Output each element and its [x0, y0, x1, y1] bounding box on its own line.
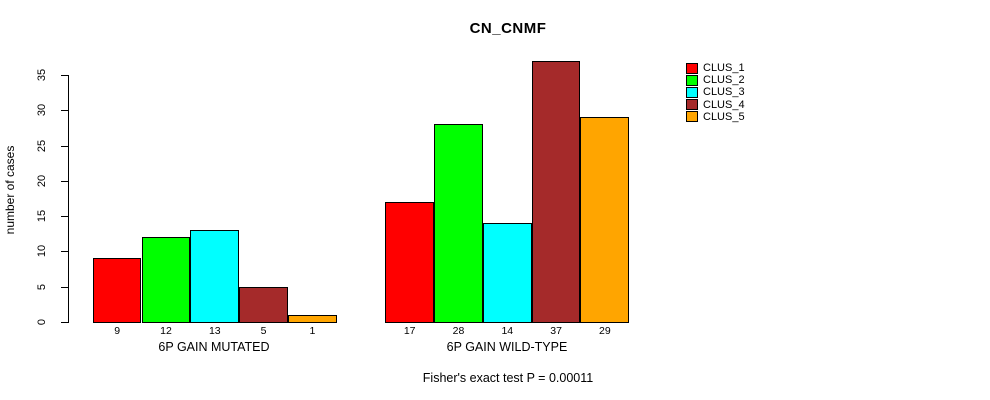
bar-value-label: 17 — [403, 325, 416, 337]
legend-swatch-icon — [686, 62, 698, 74]
legend-swatch-icon — [686, 99, 698, 111]
x-group-label-mutated: 6P GAIN MUTATED — [158, 340, 270, 354]
bar-clus_5 — [580, 117, 630, 323]
y-axis-tick — [61, 75, 68, 76]
y-axis-tick — [61, 322, 68, 323]
y-axis-tick — [61, 251, 68, 253]
legend-label: CLUS_3 — [703, 86, 745, 99]
legend-swatch-icon — [686, 111, 698, 123]
legend-item-clus_4: CLUS_4 — [686, 99, 745, 111]
chart-title: CN_CNMF — [469, 20, 547, 37]
y-axis-tick-label: 20 — [36, 174, 48, 187]
legend-label: CLUS_1 — [703, 62, 745, 75]
bar-value-label: 28 — [452, 325, 465, 337]
bar-clus_3 — [190, 230, 240, 323]
y-axis-tick-label: 10 — [36, 245, 48, 258]
bar-clus_3 — [482, 223, 532, 323]
x-group-label-wild-type: 6P GAIN WILD-TYPE — [446, 340, 568, 354]
legend-item-clus_3: CLUS_3 — [686, 86, 745, 98]
bar-value-label: 1 — [309, 325, 316, 337]
y-axis-line — [68, 75, 69, 323]
stat-test-caption: Fisher's exact test P = 0.00011 — [422, 371, 594, 385]
bar-clus_1 — [92, 258, 142, 323]
y-axis-tick — [61, 110, 68, 112]
y-axis-tick-label: 5 — [36, 283, 48, 290]
y-axis-tick-label: 30 — [36, 104, 48, 117]
y-axis-tick — [61, 216, 68, 218]
legend-label: CLUS_5 — [703, 110, 745, 123]
bar-value-label: 29 — [599, 325, 611, 337]
y-axis-tick — [61, 145, 68, 147]
bar-clus_4 — [239, 286, 288, 323]
legend-item-clus_2: CLUS_2 — [686, 74, 745, 86]
bar-clus_2 — [434, 124, 483, 323]
y-axis-tick-label: 15 — [36, 210, 48, 223]
legend-label: CLUS_4 — [703, 98, 745, 111]
bar-clus_1 — [385, 202, 434, 323]
legend-item-clus_1: CLUS_1 — [686, 62, 745, 74]
legend-label: CLUS_2 — [703, 74, 745, 87]
legend-item-clus_5: CLUS_5 — [686, 111, 745, 123]
bar-value-label: 14 — [501, 325, 514, 337]
bar-value-label: 5 — [260, 325, 267, 337]
bar-value-label: 9 — [114, 325, 121, 337]
y-axis-tick-label: 35 — [36, 68, 48, 82]
legend-swatch-icon — [686, 74, 698, 86]
y-axis-label: number of cases — [3, 145, 17, 235]
bar-clus_5 — [287, 314, 337, 323]
y-axis-tick — [61, 286, 68, 288]
bar-clus_2 — [141, 237, 191, 323]
bar-value-label: 12 — [160, 325, 172, 337]
y-axis-tick-label: 25 — [36, 139, 48, 152]
bar-value-label: 13 — [208, 325, 221, 337]
bar-clus_4 — [531, 60, 581, 323]
legend-swatch-icon — [686, 86, 698, 98]
y-axis-tick — [61, 180, 68, 182]
legend: CLUS_1 CLUS_2 CLUS_3 CLUS_4 CLUS_5 — [686, 62, 745, 123]
y-axis-tick-label: 0 — [36, 318, 48, 326]
bar-value-label: 37 — [550, 325, 562, 337]
